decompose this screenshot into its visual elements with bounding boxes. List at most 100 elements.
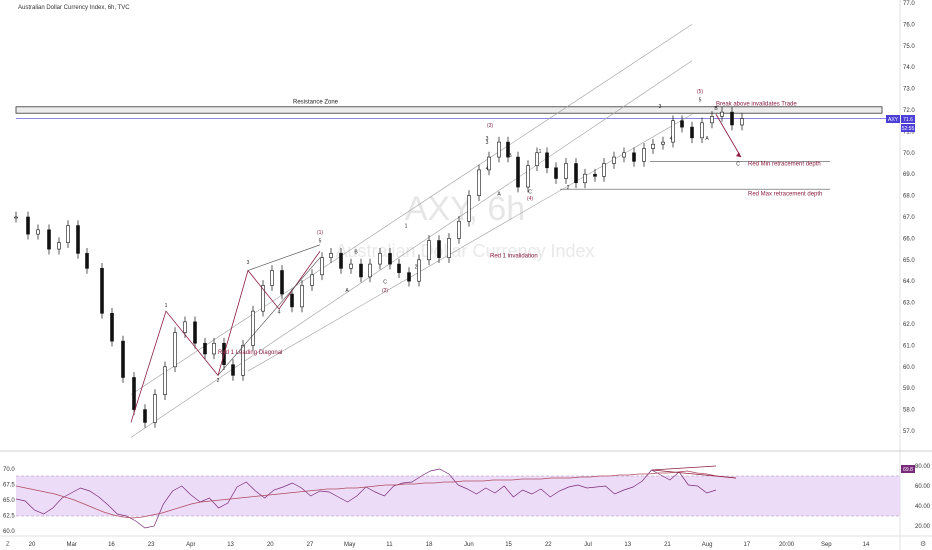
wave-label: A bbox=[497, 192, 501, 198]
candle-body bbox=[261, 285, 265, 312]
candle-body bbox=[622, 152, 626, 158]
candle bbox=[447, 233, 451, 264]
candle bbox=[535, 147, 539, 171]
candle-body bbox=[153, 394, 157, 423]
candle-body bbox=[535, 152, 539, 166]
candle bbox=[26, 211, 30, 240]
wave-label: C bbox=[383, 279, 387, 285]
candle bbox=[203, 337, 207, 360]
wave-label: 5 bbox=[699, 97, 702, 103]
price-tick-label: 58.0 bbox=[903, 408, 915, 414]
candle-body bbox=[651, 143, 655, 149]
candle-body bbox=[280, 270, 284, 295]
time-tick-label: Aug bbox=[702, 542, 713, 548]
candle bbox=[612, 151, 616, 169]
candle bbox=[642, 143, 646, 167]
candle bbox=[339, 248, 343, 274]
price-tag-box bbox=[901, 115, 915, 123]
time-tick-label: Mar bbox=[67, 542, 77, 548]
candle-body bbox=[290, 293, 294, 308]
candle-body bbox=[193, 321, 197, 344]
time-tick-label: 27 bbox=[307, 542, 314, 548]
candle-body bbox=[661, 141, 665, 145]
candle bbox=[720, 106, 724, 122]
rsi-left-tick: 65.0 bbox=[3, 498, 15, 504]
price-tick-label: 62.0 bbox=[903, 322, 915, 328]
candle bbox=[516, 151, 520, 193]
wave-label: 5 bbox=[319, 239, 322, 245]
rsi-left-tick: 67.5 bbox=[3, 483, 15, 489]
wave-label: 3 bbox=[659, 104, 662, 110]
price-tick-label: 70.0 bbox=[903, 151, 915, 157]
candle-body bbox=[329, 253, 333, 258]
candle-body bbox=[143, 409, 147, 423]
watermark-symbol: AXY, 6h bbox=[405, 190, 525, 228]
price-tick-label: 59.0 bbox=[903, 386, 915, 392]
time-tick-label: 15 bbox=[505, 542, 512, 548]
diagonal-upper-line bbox=[247, 244, 321, 271]
candle bbox=[132, 372, 136, 415]
rsi-divergence-line bbox=[651, 469, 737, 479]
candle bbox=[593, 168, 597, 182]
annotation-text: Red 1 invalidation bbox=[490, 254, 538, 260]
wave-label: A bbox=[345, 288, 349, 294]
candle bbox=[554, 162, 558, 184]
candle bbox=[329, 248, 333, 264]
candle-body bbox=[57, 242, 61, 250]
candle-body bbox=[368, 263, 372, 278]
price-tick-label: 75.0 bbox=[903, 44, 915, 50]
candle bbox=[661, 136, 665, 150]
candle-body bbox=[700, 122, 704, 139]
candle bbox=[47, 224, 51, 255]
axis-layer: 57.0 58.0 59.0 60.0 61.0 62.0 63.0 64.0 65.0 66.0… bbox=[3, 1, 931, 548]
candle-body bbox=[497, 141, 501, 158]
candle bbox=[700, 117, 704, 144]
candle bbox=[57, 237, 61, 255]
candle bbox=[76, 220, 80, 259]
candle-body bbox=[300, 285, 304, 308]
annotation-text: Red Max retracement depth bbox=[748, 192, 822, 198]
channel-line-2 bbox=[130, 60, 693, 438]
rsi-right-tick: 60.00 bbox=[915, 484, 931, 490]
candle-body bbox=[710, 116, 714, 124]
candle bbox=[574, 158, 578, 189]
candle-body bbox=[378, 253, 382, 265]
candle-body bbox=[564, 163, 568, 179]
rsi-upper-tag: 69.8 bbox=[903, 467, 913, 473]
candle bbox=[320, 252, 324, 281]
candle-body bbox=[516, 156, 520, 188]
wave-label: 4 bbox=[486, 166, 489, 172]
price-tick-label: 60.0 bbox=[903, 365, 915, 371]
zoom-reset-icon[interactable]: Z bbox=[6, 542, 10, 548]
wave-label: (4) bbox=[527, 196, 533, 202]
settings-icon[interactable]: ⚙ bbox=[920, 540, 926, 548]
candle bbox=[349, 258, 353, 274]
diagonal-lower-line bbox=[217, 257, 321, 376]
time-tick-label: 20:00 bbox=[779, 542, 795, 548]
price-tick-label: 65.0 bbox=[903, 258, 915, 264]
candle bbox=[173, 327, 177, 373]
candle bbox=[407, 267, 411, 287]
wave-label: (2) bbox=[382, 288, 388, 294]
candle-body bbox=[740, 118, 744, 126]
rsi-layer bbox=[15, 465, 900, 529]
price-tick-label: 64.0 bbox=[903, 279, 915, 285]
channel-line-1 bbox=[130, 24, 693, 395]
candle bbox=[368, 258, 372, 283]
candle bbox=[467, 190, 471, 227]
candle-body bbox=[690, 126, 694, 139]
annotation-text: Red Min retracement depth bbox=[748, 162, 821, 168]
candle-body bbox=[173, 332, 177, 368]
candle-body bbox=[36, 229, 40, 235]
candle bbox=[163, 361, 167, 400]
candle-body bbox=[730, 111, 734, 126]
price-tag-symbol-box bbox=[886, 115, 900, 123]
candle-body bbox=[110, 312, 114, 342]
wave-label: A bbox=[705, 136, 709, 142]
candle-body bbox=[339, 253, 343, 269]
candle bbox=[437, 235, 441, 264]
candle bbox=[388, 248, 392, 270]
time-tick-label: Sep bbox=[821, 542, 832, 548]
candle-body bbox=[212, 342, 216, 355]
